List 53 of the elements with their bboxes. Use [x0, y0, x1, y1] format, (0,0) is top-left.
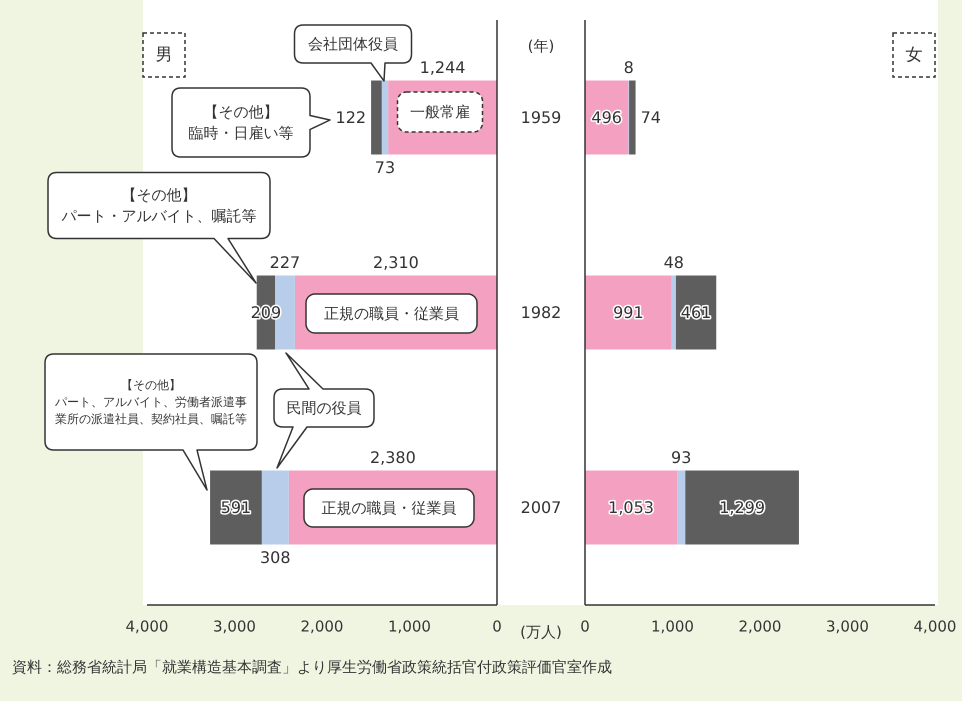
x-tick-label: 3,000	[826, 618, 869, 636]
x-tick-label: 3,000	[213, 618, 256, 636]
data-label: 93	[671, 448, 692, 467]
bar	[685, 470, 799, 544]
data-label: 48	[664, 252, 684, 272]
annotation: 正規の職員・従業員	[324, 304, 459, 322]
bar	[371, 80, 382, 154]
x-tick-label: 0	[580, 618, 590, 636]
data-label: 227	[270, 252, 300, 272]
annotation: 【その他】パート、アルバイト、労働者派遣事業所の派遣社員、契約社員、嘱託等	[54, 378, 247, 426]
bar	[677, 470, 686, 544]
data-label: 74	[640, 108, 661, 127]
bar	[210, 470, 262, 544]
text: 女	[906, 45, 922, 65]
data-label: 8	[624, 58, 634, 77]
data-label: 1,053	[608, 498, 654, 517]
annotation: 【その他】パート・アルバイト、嘱託等	[60, 186, 256, 225]
annotation: 民間の役員	[286, 399, 362, 417]
bar	[629, 80, 636, 154]
data-label: 461	[680, 302, 712, 322]
x-tick-label: 4,000	[914, 618, 956, 636]
bar	[672, 275, 676, 350]
data-label: 1,299	[719, 498, 766, 517]
y-axis-title: (年)	[528, 37, 554, 55]
bar	[382, 80, 388, 154]
annotation: 一般常雇	[410, 103, 470, 121]
data-label: 1,244	[420, 58, 466, 77]
x-tick-label: 2,000	[738, 618, 782, 636]
y-tick-label: 1982	[520, 303, 562, 322]
bar	[585, 275, 672, 350]
bar	[262, 470, 289, 544]
x-tick-label: 1,000	[651, 618, 694, 636]
data-label: 122	[336, 108, 366, 127]
annotation: 正規の職員・従業員	[322, 499, 456, 517]
bar	[585, 470, 678, 544]
annotation: 【その他】臨時・日雇い等	[188, 103, 294, 142]
y-tick-label: 1959	[520, 108, 562, 127]
data-label: 2,380	[370, 448, 416, 467]
x-tick-label: 0	[492, 618, 502, 636]
data-label: 591	[220, 498, 252, 517]
data-label: 73	[374, 158, 396, 177]
x-tick-label: 2,000	[300, 618, 344, 636]
text: 男	[156, 45, 172, 65]
text: 資料：総務省統計局「就業構造基本調査」より厚生労働省政策統括官付政策評価官室作成	[12, 658, 612, 676]
data-label: 308	[260, 548, 291, 567]
x-axis-title: (万人)	[520, 623, 562, 641]
data-label: 496	[591, 108, 622, 127]
y-tick-label: 2007	[520, 498, 562, 517]
data-label: 2,310	[373, 252, 419, 272]
data-label: 991	[613, 302, 644, 322]
x-tick-label: 1,000	[388, 618, 431, 636]
x-tick-label: 4,000	[126, 618, 168, 636]
annotation: 会社団体役員	[308, 35, 398, 53]
